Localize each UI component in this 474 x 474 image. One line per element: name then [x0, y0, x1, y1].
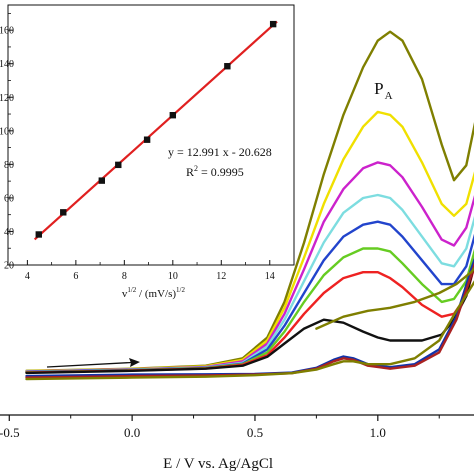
- inset-x-tick-label: 10: [168, 271, 178, 282]
- inset-y-tick-label: 140: [0, 59, 14, 70]
- peak-label: PA: [374, 79, 392, 102]
- inset-r-squared: R2 = 0.9995: [186, 164, 244, 179]
- scan-direction-arrow: [46, 358, 140, 368]
- r2-label: R: [186, 165, 194, 179]
- main-x-tick-label: 1.0: [370, 425, 386, 440]
- cv-curve-2: [25, 110, 474, 373]
- r2-superscript: 2: [194, 164, 198, 173]
- inset-data-point: [224, 63, 231, 70]
- inset-y-tick-label: 60: [4, 193, 14, 204]
- cv-curves: [25, 30, 474, 381]
- inset-x-tick-label: 12: [216, 271, 226, 282]
- inset-data-points: [35, 20, 277, 238]
- inset-xlabel-var: v: [122, 288, 128, 300]
- inset-y-tick-label: 120: [0, 93, 14, 104]
- inset-y-tick-label: 80: [4, 160, 14, 171]
- cv-curve-1: [25, 30, 474, 372]
- peak-label-sub: A: [385, 90, 393, 102]
- inset-y-tick-label: 40: [4, 227, 14, 238]
- inset-fit-line: [33, 20, 278, 241]
- inset-xlabel-var-sup: 1/2: [127, 286, 136, 294]
- inset-x-tick-label: 8: [122, 271, 127, 282]
- peak-label-main: P: [374, 79, 383, 98]
- r2-value: = 0.9995: [198, 165, 244, 179]
- inset-y-tick-label: 100: [0, 126, 14, 137]
- cv-curve-12: [315, 266, 474, 330]
- inset-x-tick-label: 6: [73, 271, 78, 282]
- inset-plot: 4 6 8 10 12 14 20 40 60 80 100 120 140 160 y = 12.991…: [0, 4, 295, 300]
- inset-data-point: [115, 161, 122, 169]
- cv-curve-3: [25, 161, 474, 373]
- inset-data-point: [60, 209, 67, 216]
- inset-xlabel-unit-sup: 1/2: [176, 286, 185, 294]
- inset-x-tick-label: 14: [265, 271, 275, 282]
- inset-data-point: [169, 112, 177, 119]
- main-x-axis-label: E / V vs. Ag/AgCl: [163, 456, 273, 472]
- cv-curve-11: [25, 280, 474, 381]
- inset-data-point: [98, 177, 105, 184]
- inset-y-tick-label: 20: [4, 261, 14, 272]
- inset-xlabel-unit: / (mV/s): [136, 288, 176, 300]
- arrow-shaft: [46, 361, 133, 368]
- inset-data-point: [143, 136, 151, 143]
- main-x-ticks: -0.5 0.0 0.5 1.0: [0, 415, 440, 440]
- main-plot: -0.5 0.0 0.5 1.0 E / V vs. Ag/AgCl PA: [0, 30, 474, 472]
- inset-fit-equation: y = 12.991 x - 20.628: [168, 145, 272, 159]
- inset-x-tick-label: 4: [25, 271, 30, 282]
- inset-y-tick-label: 160: [0, 26, 14, 37]
- main-x-tick-label: -0.5: [0, 425, 20, 440]
- inset-data-point: [35, 231, 42, 238]
- inset-data-point: [269, 20, 277, 28]
- inset-x-axis-label: v1/2 / (mV/s)1/2: [122, 286, 186, 300]
- main-x-tick-label: 0.0: [124, 425, 140, 440]
- arrow-head: [129, 358, 140, 367]
- inset-ticks: 4 6 8 10 12 14 20 40 60 80 100 120 140 160: [0, 12, 295, 282]
- main-x-tick-label: 0.5: [247, 425, 263, 440]
